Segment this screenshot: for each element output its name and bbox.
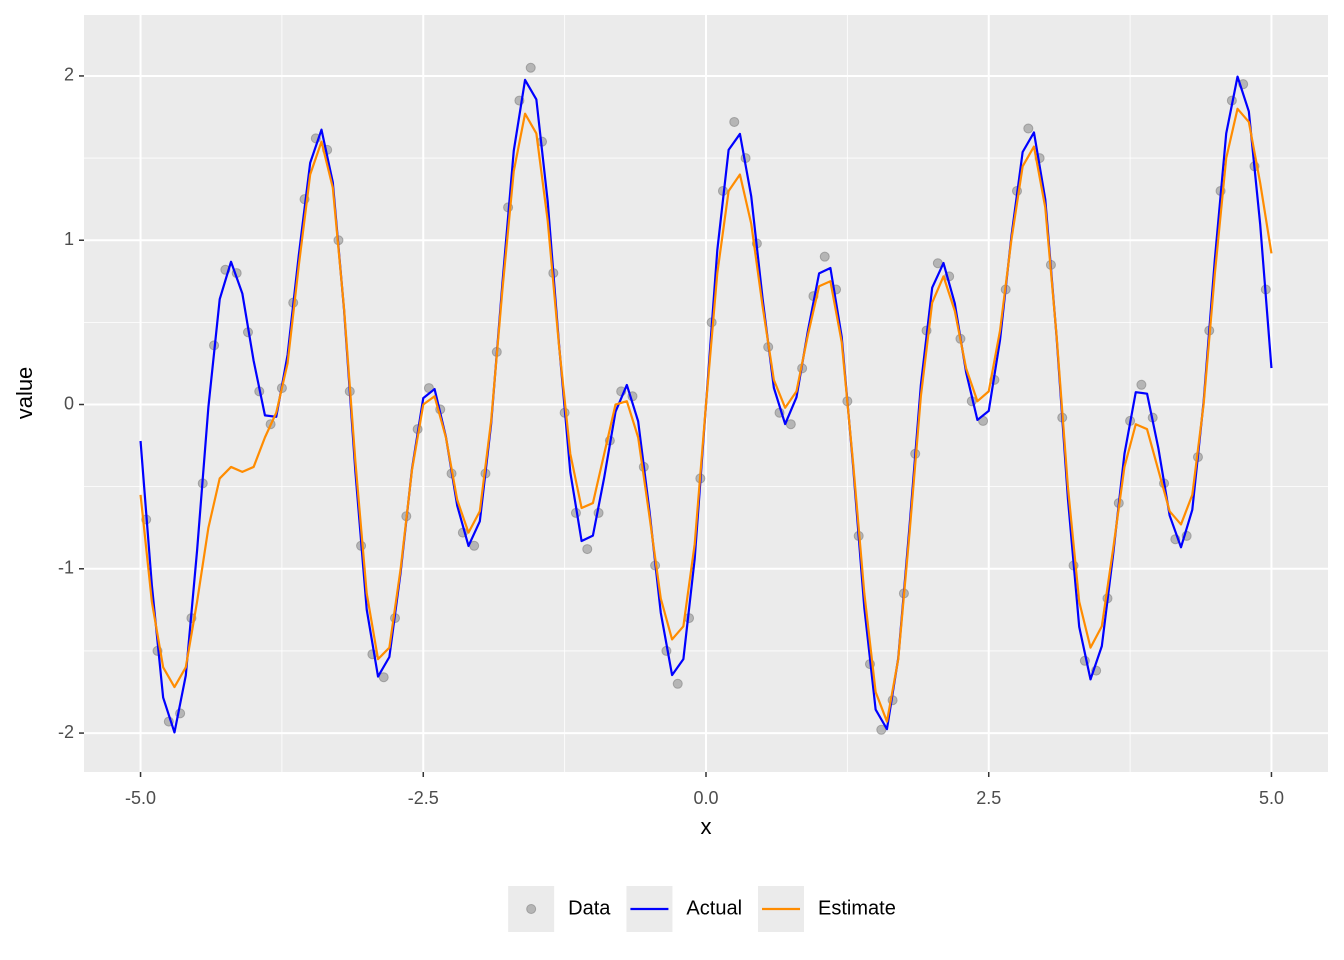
y-axis-title: value: [12, 367, 37, 420]
legend-item: Actual: [626, 886, 742, 932]
legend-label: Data: [568, 897, 611, 919]
marks: [139, 62, 1273, 735]
y-tick-label: 0: [64, 393, 74, 413]
data-point: [729, 116, 740, 127]
data-point: [378, 672, 389, 683]
legend: Data Actual Estimate: [508, 886, 896, 932]
x-tick-label: 0.0: [693, 788, 718, 808]
data-point: [672, 678, 683, 689]
x-tick-label: -2.5: [408, 788, 439, 808]
data-point: [876, 724, 887, 735]
series-line: [139, 107, 1273, 723]
x-tick-label: 2.5: [976, 788, 1001, 808]
x-tick-label: 5.0: [1259, 788, 1284, 808]
legend-label: Actual: [686, 897, 742, 919]
data-point: [819, 251, 830, 262]
y-tick-label: 2: [64, 65, 74, 85]
data-point: [1136, 379, 1147, 390]
data-point: [525, 62, 536, 73]
legend-symbol: [526, 904, 537, 914]
legend-item: Data: [508, 886, 611, 932]
data-point: [785, 419, 796, 430]
y-tick-label: 1: [64, 229, 74, 249]
data-point: [582, 544, 593, 555]
data-point: [1023, 123, 1034, 134]
y-tick-label: -1: [58, 558, 74, 578]
y-tick-label: -2: [58, 722, 74, 742]
x-axis-title: x: [701, 814, 712, 839]
x-tick-label: -5.0: [125, 788, 156, 808]
legend-item: Estimate: [758, 886, 896, 932]
legend-label: Estimate: [818, 897, 896, 919]
